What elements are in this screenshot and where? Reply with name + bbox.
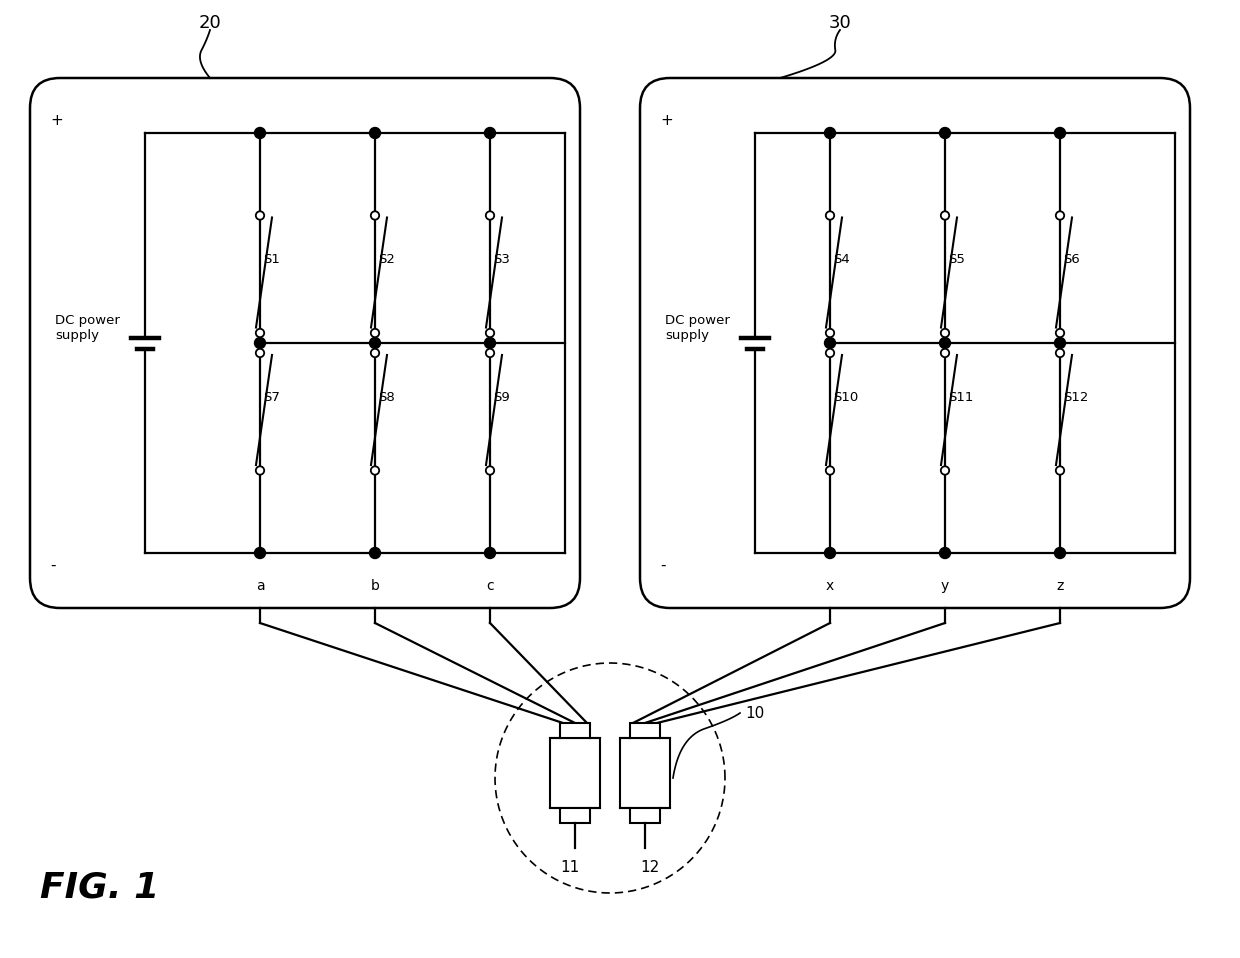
Circle shape bbox=[825, 127, 836, 139]
Text: y: y bbox=[941, 579, 949, 593]
Circle shape bbox=[940, 127, 951, 139]
Circle shape bbox=[826, 212, 835, 219]
Circle shape bbox=[1055, 329, 1064, 337]
Text: c: c bbox=[486, 579, 494, 593]
Text: 12: 12 bbox=[640, 860, 660, 876]
Circle shape bbox=[255, 212, 264, 219]
Circle shape bbox=[370, 127, 381, 139]
Text: z: z bbox=[1056, 579, 1064, 593]
Bar bbox=[560, 808, 590, 823]
Circle shape bbox=[255, 349, 264, 357]
Circle shape bbox=[371, 467, 379, 475]
Text: S9: S9 bbox=[494, 391, 510, 403]
Circle shape bbox=[486, 212, 495, 219]
Circle shape bbox=[940, 548, 951, 559]
Text: S8: S8 bbox=[378, 391, 394, 403]
Circle shape bbox=[371, 349, 379, 357]
Circle shape bbox=[254, 127, 265, 139]
Bar bbox=[630, 808, 660, 823]
Circle shape bbox=[486, 349, 495, 357]
Circle shape bbox=[370, 548, 381, 559]
Circle shape bbox=[255, 467, 264, 475]
Text: -: - bbox=[660, 558, 666, 573]
Text: S1: S1 bbox=[263, 253, 280, 266]
Circle shape bbox=[485, 337, 496, 349]
Circle shape bbox=[485, 127, 496, 139]
Circle shape bbox=[370, 337, 381, 349]
Text: FIG. 1: FIG. 1 bbox=[40, 871, 159, 905]
Circle shape bbox=[825, 337, 836, 349]
Text: +: + bbox=[50, 113, 63, 128]
Text: S11: S11 bbox=[949, 391, 973, 403]
Circle shape bbox=[1054, 337, 1065, 349]
FancyBboxPatch shape bbox=[640, 78, 1190, 608]
Circle shape bbox=[1055, 212, 1064, 219]
Text: 20: 20 bbox=[198, 14, 222, 32]
Bar bbox=[560, 723, 590, 738]
Text: 30: 30 bbox=[828, 14, 852, 32]
Circle shape bbox=[825, 548, 836, 559]
Bar bbox=[551, 738, 600, 808]
Text: b: b bbox=[371, 579, 379, 593]
Circle shape bbox=[371, 329, 379, 337]
Text: +: + bbox=[660, 113, 673, 128]
Circle shape bbox=[826, 467, 835, 475]
Circle shape bbox=[941, 329, 949, 337]
Bar bbox=[630, 723, 660, 738]
Text: S7: S7 bbox=[263, 391, 280, 403]
Text: S6: S6 bbox=[1063, 253, 1080, 266]
Bar bbox=[620, 738, 670, 808]
Text: DC power
supply: DC power supply bbox=[665, 314, 730, 342]
Circle shape bbox=[1054, 127, 1065, 139]
Text: -: - bbox=[50, 558, 56, 573]
Circle shape bbox=[255, 329, 264, 337]
Text: S2: S2 bbox=[378, 253, 394, 266]
Circle shape bbox=[1055, 467, 1064, 475]
Circle shape bbox=[826, 329, 835, 337]
Circle shape bbox=[940, 337, 951, 349]
Text: S3: S3 bbox=[494, 253, 510, 266]
Text: DC power
supply: DC power supply bbox=[55, 314, 120, 342]
Text: S10: S10 bbox=[833, 391, 858, 403]
Circle shape bbox=[254, 548, 265, 559]
Circle shape bbox=[254, 337, 265, 349]
Circle shape bbox=[1055, 349, 1064, 357]
Circle shape bbox=[485, 548, 496, 559]
Text: x: x bbox=[826, 579, 835, 593]
Text: S5: S5 bbox=[949, 253, 965, 266]
Circle shape bbox=[941, 349, 949, 357]
Text: S4: S4 bbox=[833, 253, 849, 266]
Circle shape bbox=[486, 467, 495, 475]
Circle shape bbox=[826, 349, 835, 357]
Circle shape bbox=[1054, 548, 1065, 559]
Circle shape bbox=[941, 212, 949, 219]
Circle shape bbox=[486, 329, 495, 337]
Text: 10: 10 bbox=[745, 705, 764, 720]
Text: 11: 11 bbox=[560, 860, 579, 876]
FancyBboxPatch shape bbox=[30, 78, 580, 608]
Text: S12: S12 bbox=[1063, 391, 1089, 403]
Circle shape bbox=[371, 212, 379, 219]
Text: a: a bbox=[255, 579, 264, 593]
Circle shape bbox=[941, 467, 949, 475]
